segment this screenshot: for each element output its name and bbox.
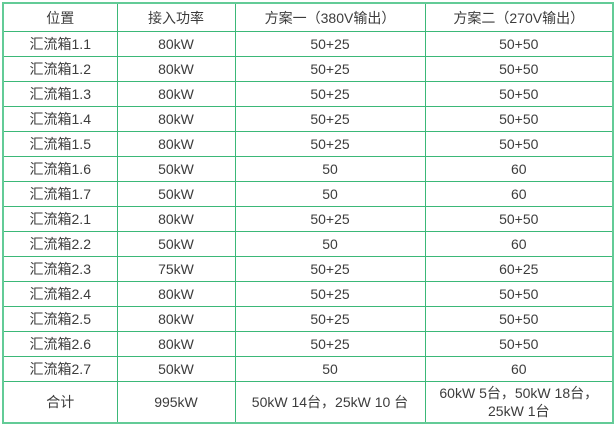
- cell-location: 汇流箱2.2: [2, 231, 118, 257]
- cell-plan1: 50+25: [234, 256, 426, 282]
- cell-plan1: 50: [234, 356, 426, 382]
- cell-location: 汇流箱1.7: [2, 181, 118, 207]
- cell-plan2: 50+50: [424, 331, 614, 357]
- cell-plan1: 50+25: [234, 131, 426, 157]
- col-header-plan1-380v: 方案一（380V输出）: [234, 2, 426, 32]
- cell-plan2: 60: [424, 181, 614, 207]
- cell-power: 50kW: [116, 181, 236, 207]
- cell-plan2: 50+50: [424, 81, 614, 107]
- table-row: 汇流箱2.2 50kW 50 60: [2, 231, 614, 257]
- cell-power: 80kW: [116, 306, 236, 332]
- table-row: 汇流箱2.5 80kW 50+25 50+50: [2, 306, 614, 332]
- table-row: 汇流箱1.6 50kW 50 60: [2, 156, 614, 182]
- power-plan-table: 位置 接入功率 方案一（380V输出） 方案二（270V输出） 汇流箱1.1 8…: [2, 2, 614, 424]
- cell-plan2: 50+50: [424, 131, 614, 157]
- table-row: 汇流箱1.3 80kW 50+25 50+50: [2, 81, 614, 107]
- cell-plan1: 50+25: [234, 56, 426, 82]
- cell-total-plan1: 50kW 14台，25kW 10 台: [234, 381, 426, 424]
- cell-location: 汇流箱2.1: [2, 206, 118, 232]
- cell-power: 50kW: [116, 231, 236, 257]
- cell-location: 汇流箱1.2: [2, 56, 118, 82]
- cell-plan2: 50+50: [424, 106, 614, 132]
- cell-plan2: 60: [424, 156, 614, 182]
- cell-power: 50kW: [116, 356, 236, 382]
- cell-plan1: 50: [234, 231, 426, 257]
- table-row: 汇流箱1.7 50kW 50 60: [2, 181, 614, 207]
- cell-plan2: 50+50: [424, 281, 614, 307]
- table-row: 汇流箱1.2 80kW 50+25 50+50: [2, 56, 614, 82]
- cell-plan1: 50+25: [234, 206, 426, 232]
- cell-plan1: 50+25: [234, 306, 426, 332]
- cell-plan1: 50+25: [234, 106, 426, 132]
- cell-power: 80kW: [116, 81, 236, 107]
- cell-location: 汇流箱2.7: [2, 356, 118, 382]
- cell-power: 80kW: [116, 56, 236, 82]
- table-row: 汇流箱1.5 80kW 50+25 50+50: [2, 131, 614, 157]
- cell-plan2: 50+50: [424, 306, 614, 332]
- table-row: 汇流箱2.3 75kW 50+25 60+25: [2, 256, 614, 282]
- cell-total-power: 995kW: [116, 381, 236, 424]
- cell-power: 75kW: [116, 256, 236, 282]
- cell-power: 80kW: [116, 131, 236, 157]
- cell-plan2: 60+25: [424, 256, 614, 282]
- cell-plan1: 50+25: [234, 81, 426, 107]
- cell-location: 汇流箱1.3: [2, 81, 118, 107]
- cell-plan2: 60: [424, 231, 614, 257]
- cell-power: 80kW: [116, 281, 236, 307]
- cell-location: 汇流箱2.3: [2, 256, 118, 282]
- cell-power: 80kW: [116, 206, 236, 232]
- cell-plan2: 50+50: [424, 206, 614, 232]
- cell-location: 汇流箱2.5: [2, 306, 118, 332]
- col-header-location: 位置: [2, 2, 118, 32]
- cell-location: 汇流箱1.6: [2, 156, 118, 182]
- table-row: 汇流箱1.4 80kW 50+25 50+50: [2, 106, 614, 132]
- cell-power: 50kW: [116, 156, 236, 182]
- cell-power: 80kW: [116, 31, 236, 57]
- col-header-plan2-270v: 方案二（270V输出）: [424, 2, 614, 32]
- header-row: 位置 接入功率 方案一（380V输出） 方案二（270V输出）: [2, 2, 614, 32]
- table-row: 汇流箱1.1 80kW 50+25 50+50: [2, 31, 614, 57]
- cell-plan2: 50+50: [424, 56, 614, 82]
- cell-plan1: 50+25: [234, 281, 426, 307]
- cell-plan2: 60: [424, 356, 614, 382]
- cell-power: 80kW: [116, 106, 236, 132]
- total-row: 合计 995kW 50kW 14台，25kW 10 台 60kW 5台，50kW…: [2, 381, 614, 424]
- table-row: 汇流箱2.6 80kW 50+25 50+50: [2, 331, 614, 357]
- cell-location: 汇流箱2.6: [2, 331, 118, 357]
- cell-total-label: 合计: [2, 381, 118, 424]
- cell-total-plan2: 60kW 5台，50kW 18台，25kW 1台: [424, 381, 614, 424]
- cell-location: 汇流箱1.5: [2, 131, 118, 157]
- table-row: 汇流箱2.1 80kW 50+25 50+50: [2, 206, 614, 232]
- cell-plan1: 50+25: [234, 331, 426, 357]
- cell-plan2: 50+50: [424, 31, 614, 57]
- cell-location: 汇流箱1.1: [2, 31, 118, 57]
- cell-plan1: 50: [234, 181, 426, 207]
- cell-plan1: 50+25: [234, 31, 426, 57]
- col-header-input-power: 接入功率: [116, 2, 236, 32]
- cell-location: 汇流箱2.4: [2, 281, 118, 307]
- table-row: 汇流箱2.7 50kW 50 60: [2, 356, 614, 382]
- table-row: 汇流箱2.4 80kW 50+25 50+50: [2, 281, 614, 307]
- cell-location: 汇流箱1.4: [2, 106, 118, 132]
- cell-plan1: 50: [234, 156, 426, 182]
- cell-power: 80kW: [116, 331, 236, 357]
